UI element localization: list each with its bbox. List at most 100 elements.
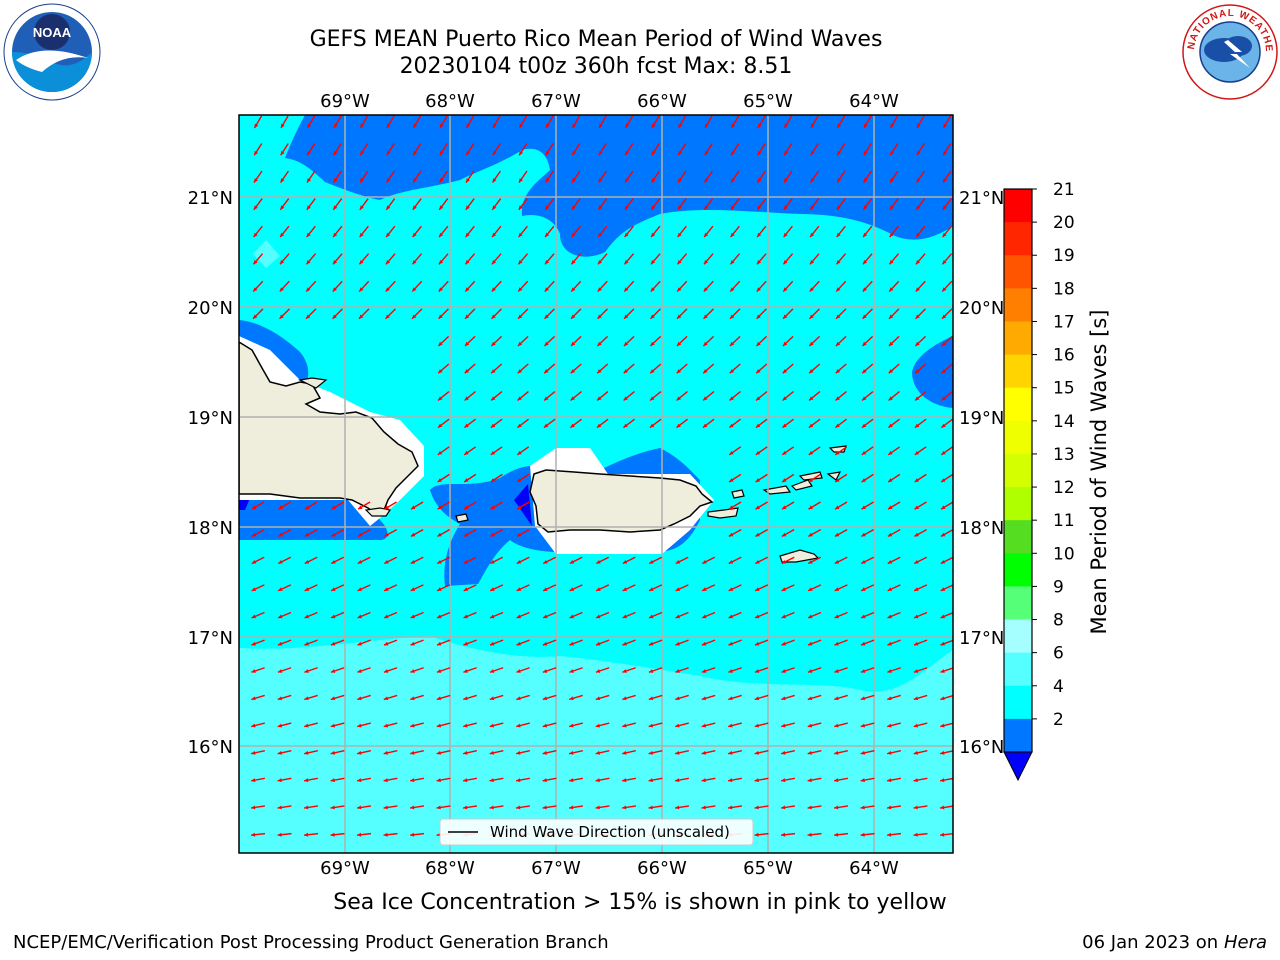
wave-arrow — [330, 556, 345, 565]
wave-arrow — [358, 280, 370, 293]
wave-arrow — [807, 667, 822, 673]
wave-arrow — [729, 280, 741, 293]
wave-arrow — [357, 667, 371, 673]
colorbar-segment-1 — [1004, 222, 1032, 256]
colorbar-tick-15: 4 — [1053, 677, 1064, 697]
wave-arrow — [357, 639, 371, 646]
wave-arrow — [464, 253, 476, 265]
wave-arrow — [331, 529, 344, 537]
wave-arrow — [729, 363, 741, 374]
wave-arrow — [834, 694, 848, 701]
wave-arrow — [915, 253, 926, 265]
wave-arrow — [834, 501, 848, 510]
colorbar-tick-10: 11 — [1053, 511, 1075, 531]
wave-arrow — [730, 143, 740, 156]
wave-arrow — [836, 170, 846, 183]
colorbar-tick-7: 14 — [1053, 412, 1075, 432]
wave-arrow — [781, 501, 795, 510]
wave-arrow — [491, 198, 502, 211]
wave-arrow — [913, 611, 928, 619]
wave-arrow — [942, 115, 952, 129]
wave-arrow — [862, 198, 873, 211]
wave-arrow — [887, 556, 901, 565]
field-6-8-south — [239, 636, 953, 853]
wave-arrow — [757, 115, 766, 129]
wave-arrow — [409, 777, 425, 783]
wave-arrow — [703, 225, 714, 238]
wave-arrow — [834, 584, 848, 592]
wave-arrow — [251, 501, 265, 510]
wave-arrow — [703, 170, 714, 183]
wave-arrow — [279, 198, 290, 211]
wave-arrow — [305, 308, 317, 320]
wave-arrow — [436, 777, 451, 783]
wave-arrow — [463, 584, 477, 592]
wave-arrow — [755, 391, 768, 401]
wave-arrow — [834, 667, 848, 673]
wave-arrow — [810, 143, 819, 156]
wave-arrow — [518, 115, 528, 129]
wave-arrow — [916, 115, 925, 129]
lon-label-top-0: 69°W — [320, 91, 370, 112]
wave-arrow — [728, 611, 742, 619]
wave-arrow — [383, 722, 398, 728]
wave-arrow — [332, 280, 343, 293]
wave-arrow — [833, 777, 849, 783]
wave-arrow — [595, 777, 610, 783]
wave-arrow — [834, 529, 848, 537]
wave-arrow — [861, 391, 874, 401]
wave-arrow — [887, 501, 901, 510]
lon-label-bottom-4: 65°W — [743, 858, 793, 879]
wave-arrow — [782, 308, 794, 320]
wave-arrow — [357, 501, 371, 510]
colorbar-segment-8 — [1004, 453, 1032, 488]
lon-label-bottom-0: 69°W — [320, 858, 370, 879]
wave-arrow — [624, 225, 634, 238]
wave-arrow — [913, 639, 928, 646]
wave-arrow — [676, 253, 688, 265]
wave-arrow — [357, 529, 371, 537]
wave-arrow — [677, 198, 687, 211]
wave-arrow — [515, 777, 531, 783]
wave-arrow — [356, 805, 372, 810]
wave-arrow — [887, 667, 901, 673]
lat-label-left-1: 20°N — [188, 298, 233, 319]
wave-arrow — [490, 529, 503, 537]
lon-label-top-4: 65°W — [743, 91, 793, 112]
wave-arrow — [277, 584, 292, 592]
wave-arrow — [651, 115, 660, 129]
wave-arrow — [940, 694, 953, 701]
wave-arrow — [807, 722, 822, 728]
wave-arrow — [330, 832, 345, 837]
wave-arrow — [383, 611, 398, 619]
wave-arrow — [808, 473, 821, 483]
wave-arrow — [436, 750, 451, 755]
wave-arrow — [728, 446, 742, 456]
wave-arrow — [728, 750, 742, 755]
wave-arrow — [595, 694, 610, 701]
lat-label-right-3: 18°N — [959, 518, 1004, 539]
wave-arrow — [755, 529, 768, 537]
wave-arrow — [410, 501, 424, 510]
wave-arrow — [330, 805, 345, 810]
colorbar-segment-16 — [1004, 718, 1032, 753]
wave-arrow — [650, 308, 661, 320]
wave-arrow — [518, 143, 528, 156]
wave-arrow — [940, 501, 953, 510]
wave-arrow — [251, 584, 265, 592]
wave-arrow — [808, 418, 821, 429]
lon-label-bottom-5: 64°W — [849, 858, 899, 879]
wave-arrow — [359, 143, 369, 156]
wave-arrow — [754, 584, 769, 592]
wave-arrow — [754, 611, 769, 619]
land-st-john — [790, 479, 813, 491]
wave-arrow — [410, 584, 424, 592]
wave-arrow — [277, 611, 292, 619]
wave-arrow — [649, 335, 662, 347]
wave-arrow — [623, 253, 635, 265]
wave-arrow — [942, 198, 952, 211]
lat-label-left-0: 21°N — [188, 188, 233, 209]
wave-arrow — [754, 667, 769, 673]
wave-arrow — [728, 694, 742, 701]
wave-arrow — [569, 611, 583, 619]
